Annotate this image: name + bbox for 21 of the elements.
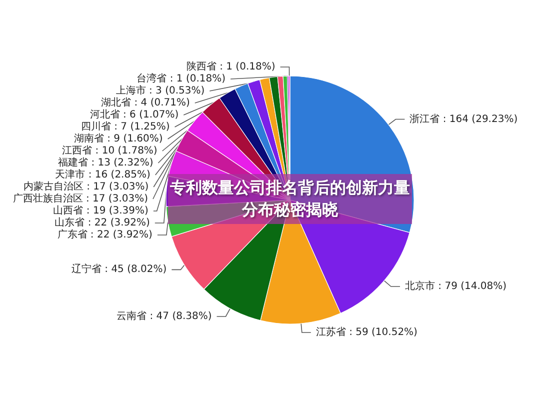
- slice-label: 北京市 : 79 (14.08%): [405, 280, 507, 292]
- slice-label: 云南省 : 47 (8.38%): [116, 310, 212, 322]
- slice-label: 湖南省 : 9 (1.60%): [74, 132, 163, 144]
- slice-label: 江苏省 : 59 (10.52%): [316, 326, 418, 338]
- slice-label: 天津市 : 16 (2.85%): [55, 168, 150, 180]
- slice-label: 上海市 : 3 (0.53%): [116, 84, 205, 96]
- text: 专利数量公司排名背后的创新力量分布秘密揭晓: [168, 174, 412, 224]
- slice-label: 四川省 : 7 (1.25%): [80, 120, 170, 132]
- slice-label: 台湾省 : 1 (0.18%): [136, 72, 226, 84]
- slice-label: 江西省 : 10 (1.78%): [62, 144, 158, 156]
- slice-label: 内蒙古自治区 : 17 (3.03%): [23, 180, 149, 192]
- slice-label: 浙江省 : 164 (29.23%): [410, 112, 518, 125]
- slice-label: 陕西省 : 1 (0.18%): [186, 60, 276, 72]
- slice-label: 山东省 : 22 (3.92%): [54, 216, 150, 228]
- slice-label: 山西省 : 19 (3.39%): [53, 204, 149, 216]
- slice-label: 广西壮族自治区 : 17 (3.03%): [12, 192, 148, 204]
- slice-label: 广东省 : 22 (3.92%): [57, 228, 153, 240]
- slice-label: 福建省 : 13 (2.32%): [58, 156, 154, 168]
- slice-label: 辽宁省 : 45 (8.02%): [71, 263, 167, 276]
- slice-label: 湖北省 : 4 (0.71%): [101, 96, 190, 108]
- slice-label: 河北省 : 6 (1.07%): [90, 108, 179, 120]
